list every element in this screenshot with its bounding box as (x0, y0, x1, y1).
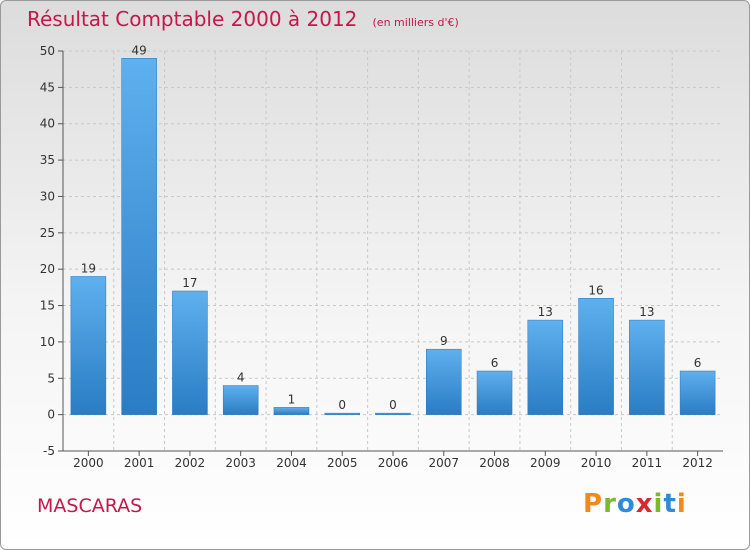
data-label: 0 (338, 398, 346, 412)
y-tick-label: 20 (40, 262, 55, 276)
data-label: 6 (694, 356, 702, 370)
bar (476, 370, 513, 415)
logo-letter: i (653, 489, 664, 519)
logo-letter: x (635, 489, 654, 519)
x-tick-label: 2004 (276, 456, 307, 470)
y-tick-label: 45 (40, 80, 55, 94)
y-tick-label: 40 (40, 117, 55, 131)
data-label: 4 (237, 371, 245, 385)
proxiti-logo: Proxiti (583, 489, 687, 519)
bar (375, 412, 411, 415)
data-label: 6 (491, 356, 499, 370)
data-label: 9 (440, 334, 448, 348)
data-label: 1 (288, 392, 296, 406)
location-label: MASCARAS (37, 495, 143, 517)
bar (222, 385, 259, 415)
y-tick-label: 5 (47, 371, 55, 385)
x-tick-label: 2005 (327, 456, 358, 470)
bar (70, 276, 107, 415)
bar (121, 58, 157, 415)
y-tick-label: 35 (40, 153, 55, 167)
y-tick-label: 50 (40, 44, 55, 58)
y-tick-label: 10 (40, 335, 55, 349)
bar (629, 319, 665, 415)
bar (679, 370, 716, 415)
bar (578, 298, 614, 415)
logo-letter: t (663, 489, 677, 519)
x-tick-label: 2010 (581, 456, 612, 470)
chart-subtitle: (en milliers d'€) (372, 16, 459, 29)
y-tick-label: 30 (40, 189, 55, 203)
data-label: 13 (639, 305, 654, 319)
bar (527, 319, 564, 415)
y-tick-label: 0 (47, 408, 55, 422)
bar (324, 412, 360, 415)
chart-title-block: Résultat Comptable 2000 à 2012 (en milli… (27, 7, 459, 31)
logo-letter: P (583, 489, 604, 519)
logo-letter: r (603, 489, 617, 519)
x-tick-label: 2002 (175, 456, 206, 470)
y-tick-label: -5 (43, 444, 55, 458)
x-tick-label: 2000 (73, 456, 104, 470)
data-label: 13 (538, 305, 553, 319)
x-tick-label: 2007 (428, 456, 459, 470)
x-tick-label: 2003 (225, 456, 256, 470)
logo-letter: o (616, 489, 636, 519)
x-tick-label: 2011 (632, 456, 663, 470)
data-label: 17 (182, 276, 197, 290)
x-tick-label: 2009 (530, 456, 561, 470)
x-tick-label: 2012 (682, 456, 713, 470)
x-tick-label: 2008 (479, 456, 510, 470)
data-label: 0 (389, 398, 397, 412)
y-tick-label: 25 (40, 226, 55, 240)
y-tick-label: 15 (40, 299, 55, 313)
x-tick-label: 2006 (378, 456, 409, 470)
x-tick-label: 2001 (124, 456, 155, 470)
data-label: 16 (588, 283, 603, 297)
logo-letter: i (676, 489, 687, 519)
data-label: 49 (132, 43, 147, 57)
bar (172, 290, 208, 415)
chart-title: Résultat Comptable 2000 à 2012 (27, 7, 358, 31)
data-label: 19 (81, 261, 96, 275)
bar (273, 407, 310, 415)
bar (426, 348, 462, 415)
